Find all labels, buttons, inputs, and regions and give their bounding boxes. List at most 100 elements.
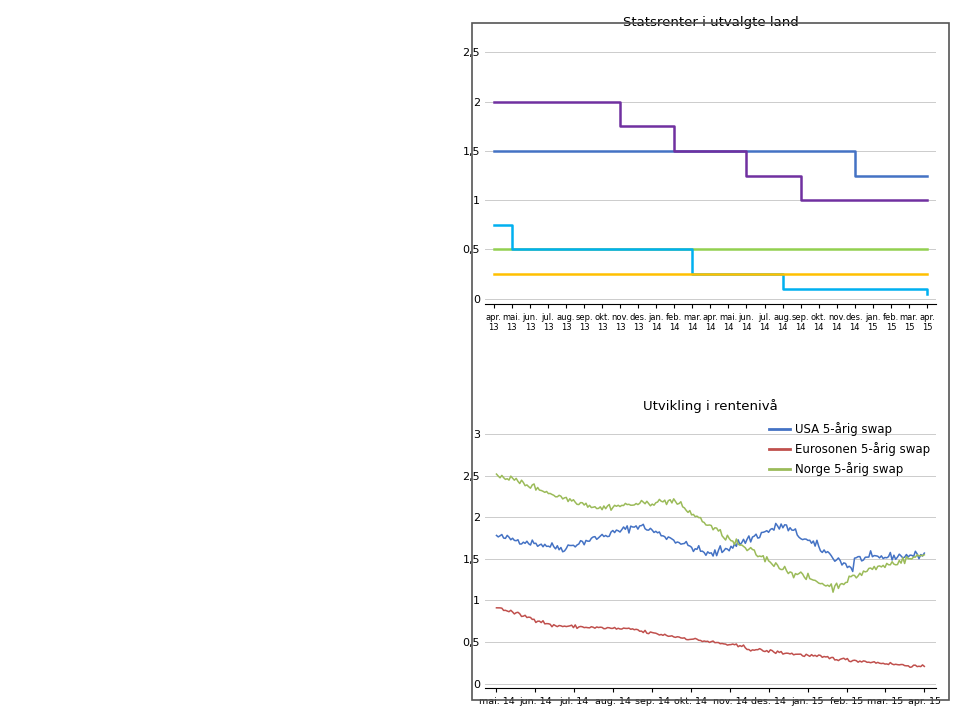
Norge xyxy=(867,171,878,180)
USA xyxy=(831,269,843,278)
UK xyxy=(849,245,860,254)
USA xyxy=(596,269,608,278)
UK xyxy=(777,245,788,254)
USA xyxy=(903,269,915,278)
Sverige xyxy=(705,146,716,155)
UK xyxy=(885,245,897,254)
UK xyxy=(795,245,806,254)
Line: Eurosonen 5-årig swap: Eurosonen 5-årig swap xyxy=(496,608,924,668)
Norge 5-årig swap xyxy=(828,587,839,596)
Norge 5-årig swap xyxy=(636,496,647,505)
Eurosonen 5-årig swap xyxy=(888,660,900,669)
USA xyxy=(633,269,644,278)
EU xyxy=(813,285,825,293)
UK xyxy=(813,245,825,254)
USA xyxy=(741,269,753,278)
Sverige xyxy=(614,122,626,130)
UK xyxy=(668,245,680,254)
EU xyxy=(633,245,644,254)
Sverige xyxy=(596,98,608,106)
EU xyxy=(614,245,626,254)
USA xyxy=(795,269,806,278)
Norge xyxy=(614,146,626,155)
EU xyxy=(651,245,662,254)
Norge xyxy=(777,146,788,155)
USA 5-årig swap xyxy=(509,536,520,545)
EU xyxy=(561,245,572,254)
USA 5-årig swap xyxy=(559,547,570,555)
UK xyxy=(922,245,933,254)
USA xyxy=(578,269,589,278)
Sverige xyxy=(488,98,499,106)
Norge 5-årig swap xyxy=(491,470,502,478)
USA xyxy=(867,269,878,278)
UK xyxy=(614,245,626,254)
USA 5-årig swap xyxy=(491,531,502,539)
Sverige xyxy=(668,146,680,155)
USA xyxy=(488,269,499,278)
EU xyxy=(578,245,589,254)
EU xyxy=(542,245,554,254)
Legend: USA 5-årig swap, Eurosonen 5-årig swap, Norge 5-årig swap: USA 5-årig swap, Eurosonen 5-årig swap, … xyxy=(764,418,935,481)
EU xyxy=(758,269,770,278)
UK xyxy=(524,245,536,254)
UK xyxy=(867,245,878,254)
Sverige xyxy=(651,122,662,130)
UK xyxy=(542,245,554,254)
Eurosonen 5-årig swap xyxy=(559,622,570,630)
USA xyxy=(758,269,770,278)
Eurosonen 5-årig swap xyxy=(519,611,531,620)
Sverige xyxy=(867,196,878,205)
Sverige xyxy=(813,196,825,205)
UK xyxy=(758,245,770,254)
USA xyxy=(668,269,680,278)
Norge xyxy=(795,146,806,155)
EU xyxy=(903,285,915,293)
Norge xyxy=(596,146,608,155)
Norge xyxy=(813,146,825,155)
USA xyxy=(542,269,554,278)
EU xyxy=(885,285,897,293)
EU xyxy=(596,245,608,254)
Line: Norge: Norge xyxy=(493,151,927,175)
USA 5-årig swap xyxy=(919,549,930,558)
Sverige xyxy=(578,98,589,106)
USA 5-årig swap xyxy=(636,521,647,530)
Eurosonen 5-årig swap xyxy=(904,663,916,672)
USA xyxy=(524,269,536,278)
Norge xyxy=(831,146,843,155)
Sverige xyxy=(758,171,770,180)
USA 5-årig swap xyxy=(770,519,781,528)
Norge xyxy=(849,171,860,180)
USA xyxy=(561,269,572,278)
Norge xyxy=(686,146,698,155)
Norge xyxy=(668,146,680,155)
Norge xyxy=(633,146,644,155)
UK xyxy=(723,245,734,254)
USA 5-årig swap xyxy=(519,539,531,547)
UK xyxy=(686,245,698,254)
USA xyxy=(885,269,897,278)
Eurosonen 5-årig swap xyxy=(491,604,502,612)
Sverige xyxy=(777,171,788,180)
Norge xyxy=(506,146,517,155)
Eurosonen 5-årig swap xyxy=(919,662,930,670)
Norge 5-årig swap xyxy=(559,494,570,502)
USA 5-årig swap xyxy=(847,567,858,576)
Norge xyxy=(651,146,662,155)
EU xyxy=(922,289,933,298)
Norge xyxy=(705,146,716,155)
Norge 5-årig swap xyxy=(890,561,901,569)
Sverige xyxy=(885,196,897,205)
USA xyxy=(777,269,788,278)
USA xyxy=(614,269,626,278)
Line: EU: EU xyxy=(493,225,927,293)
Eurosonen 5-årig swap xyxy=(774,648,785,657)
Sverige xyxy=(831,196,843,205)
EU xyxy=(795,285,806,293)
Sverige xyxy=(903,196,915,205)
UK xyxy=(633,245,644,254)
EU xyxy=(831,285,843,293)
Sverige xyxy=(723,146,734,155)
EU xyxy=(849,285,860,293)
